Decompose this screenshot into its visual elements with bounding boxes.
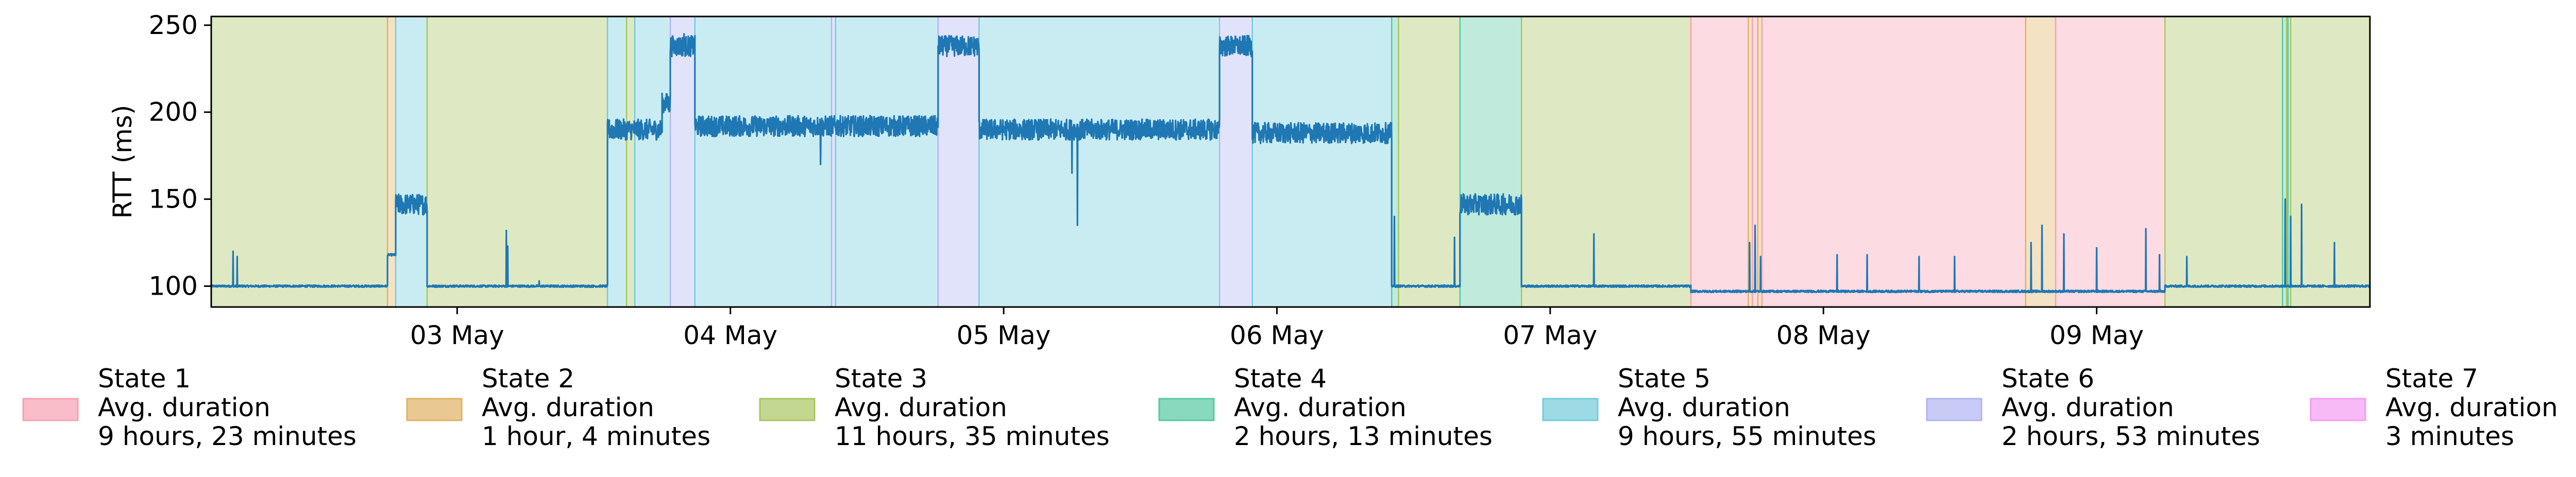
state-band-18 bbox=[1521, 16, 1691, 307]
state-bands bbox=[210, 16, 2370, 307]
state-band-8 bbox=[694, 16, 832, 307]
x-tick-label-1: 04 May bbox=[683, 320, 777, 350]
state-band-3 bbox=[427, 16, 608, 307]
legend-state-label-7: State 7 bbox=[2385, 364, 2478, 394]
state-band-15 bbox=[1392, 16, 1399, 307]
state-band-24 bbox=[2025, 16, 2056, 307]
y-tick-labels: 100 150 200 250 bbox=[149, 10, 198, 301]
legend-duration-title-4: Avg. duration bbox=[1234, 393, 1406, 422]
state-band-11 bbox=[938, 16, 979, 307]
state-band-22 bbox=[1757, 16, 1762, 307]
legend-duration-7: 3 minutes bbox=[2385, 421, 2514, 451]
legend-swatch-1 bbox=[22, 398, 79, 421]
state-band-12 bbox=[979, 16, 1220, 307]
state-band-6 bbox=[635, 16, 671, 307]
state-band-19 bbox=[1691, 16, 1749, 307]
y-tick-label-1: 150 bbox=[149, 184, 198, 214]
legend-duration-title-6: Avg. duration bbox=[2002, 393, 2174, 422]
legend-duration-3: 11 hours, 35 minutes bbox=[835, 421, 1110, 451]
state-band-29 bbox=[2287, 16, 2291, 307]
state-band-25 bbox=[2056, 16, 2165, 307]
legend-duration-4: 2 hours, 13 minutes bbox=[1234, 421, 1493, 451]
state-band-2 bbox=[396, 16, 427, 307]
state-band-26 bbox=[2165, 16, 2283, 307]
legend-state-label-3: State 3 bbox=[835, 364, 927, 394]
x-tick-label-0: 03 May bbox=[410, 320, 504, 350]
legend-swatch-2 bbox=[406, 398, 463, 421]
state-band-28 bbox=[2286, 16, 2288, 307]
state-band-27 bbox=[2282, 16, 2287, 307]
state-band-23 bbox=[1761, 16, 2026, 307]
legend-duration-title-1: Avg. duration bbox=[98, 393, 270, 422]
legend-state-label-2: State 2 bbox=[482, 364, 574, 394]
legend-swatch-7 bbox=[2310, 398, 2366, 421]
legend-state-label-6: State 6 bbox=[2002, 364, 2094, 394]
plot-frame bbox=[210, 15, 2371, 308]
legend-duration-title-7: Avg. duration bbox=[2385, 393, 2558, 422]
legend-duration-5: 9 hours, 55 minutes bbox=[1618, 421, 1876, 451]
rtt-series-line bbox=[210, 33, 2371, 294]
legend-state-label-4: State 4 bbox=[1234, 364, 1327, 394]
state-band-17 bbox=[1460, 16, 1522, 307]
x-tick-label-4: 07 May bbox=[1503, 320, 1597, 350]
legend-swatch-3 bbox=[759, 398, 816, 421]
legend-duration-2: 1 hour, 4 minutes bbox=[482, 421, 710, 451]
legend-duration-1: 9 hours, 23 minutes bbox=[98, 421, 357, 451]
y-axis-label: RTT (ms) bbox=[108, 105, 138, 219]
legend-state-label-5: State 5 bbox=[1618, 364, 1710, 394]
state-band-20 bbox=[1748, 16, 1753, 307]
legend-swatch-5 bbox=[1542, 398, 1599, 421]
x-tick-label-2: 05 May bbox=[957, 320, 1051, 350]
legend-swatch-4 bbox=[1158, 398, 1215, 421]
x-tick-label-3: 06 May bbox=[1230, 320, 1324, 350]
state-band-9 bbox=[831, 16, 836, 307]
state-band-13 bbox=[1219, 16, 1252, 307]
legend-swatch-6 bbox=[1926, 398, 1982, 421]
legend-duration-title-5: Avg. duration bbox=[1618, 393, 1790, 422]
legend-state-label-1: State 1 bbox=[98, 364, 191, 394]
x-tick-labels: 03 May 04 May 05 May 06 May 07 May 08 May 09 M… bbox=[410, 320, 2144, 350]
y-tick-label-2: 200 bbox=[149, 97, 198, 127]
state-band-0 bbox=[211, 16, 388, 307]
state-band-7 bbox=[670, 16, 695, 307]
state-band-30 bbox=[2291, 16, 2370, 307]
state-band-10 bbox=[835, 16, 938, 307]
state-band-16 bbox=[1398, 16, 1460, 307]
state-band-1 bbox=[387, 16, 396, 307]
state-band-14 bbox=[1252, 16, 1392, 307]
legend-duration-title-2: Avg. duration bbox=[482, 393, 654, 422]
y-tick-label-3: 250 bbox=[149, 10, 198, 40]
x-tick-label-5: 08 May bbox=[1776, 320, 1871, 350]
state-band-4 bbox=[607, 16, 627, 307]
state-band-21 bbox=[1752, 16, 1758, 307]
state-band-5 bbox=[626, 16, 635, 307]
x-tick-label-6: 09 May bbox=[2049, 320, 2144, 350]
legend-duration-title-3: Avg. duration bbox=[835, 393, 1007, 422]
axis-ticks bbox=[204, 24, 2098, 314]
y-tick-label-0: 100 bbox=[149, 271, 198, 301]
legend-duration-6: 2 hours, 53 minutes bbox=[2002, 421, 2260, 451]
